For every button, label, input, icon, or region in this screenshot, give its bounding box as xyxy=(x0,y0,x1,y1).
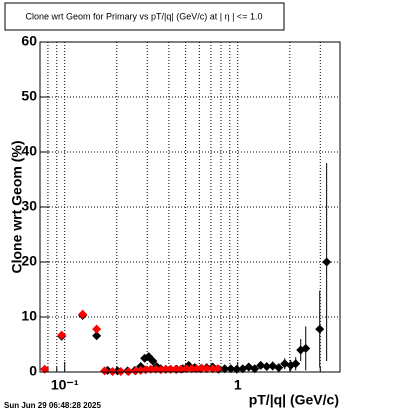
marker xyxy=(301,343,311,353)
marker xyxy=(322,257,332,267)
marker xyxy=(57,330,67,340)
y-tick-label: 50 xyxy=(21,88,37,104)
marker xyxy=(108,366,118,376)
y-tick-label: 40 xyxy=(21,143,37,159)
marker xyxy=(208,364,218,374)
marker xyxy=(92,331,102,341)
marker xyxy=(202,364,212,374)
marker xyxy=(291,359,301,369)
plot-area: 0 10 20 30 40 50 60 10⁻¹ 1 xyxy=(21,33,340,393)
y-tick-label: 10 xyxy=(21,308,37,324)
marker xyxy=(274,363,284,373)
y-axis-label: Clone wrt Geom (%) xyxy=(9,140,25,273)
y-tick-label: 20 xyxy=(21,253,37,269)
marker xyxy=(256,360,266,370)
marker xyxy=(78,309,88,319)
x-axis-label: pT/|q| (GeV/c) xyxy=(249,392,339,408)
marker xyxy=(116,366,126,376)
marker xyxy=(250,364,260,374)
marker xyxy=(187,364,197,374)
marker xyxy=(315,324,325,334)
marker xyxy=(262,362,272,371)
marker xyxy=(100,366,110,376)
marker xyxy=(131,366,141,376)
marker xyxy=(220,364,230,374)
x-tick-label: 10⁻¹ xyxy=(51,377,79,393)
marker xyxy=(182,364,192,374)
marker xyxy=(124,366,134,376)
marker xyxy=(92,324,102,334)
marker xyxy=(226,364,236,374)
y-tick-label: 30 xyxy=(21,198,37,214)
chart-title: Clone wrt Geom for Primary vs pT/|q| (Ge… xyxy=(26,11,263,21)
x-tick-label: 1 xyxy=(234,377,242,393)
title-box xyxy=(4,2,285,31)
y-tick-label: 0 xyxy=(29,363,37,379)
marker xyxy=(148,356,158,366)
marker xyxy=(213,364,223,374)
frame xyxy=(39,41,341,373)
y-tick-label: 60 xyxy=(21,33,37,49)
footer: Sun Jun 29 06:48:28 2025 xyxy=(4,401,101,410)
